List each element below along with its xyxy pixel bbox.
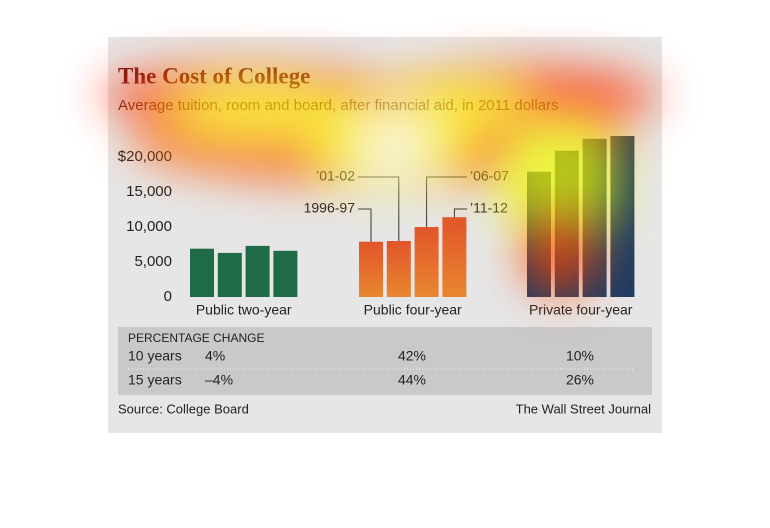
table-cell: 26%	[566, 372, 594, 388]
bar	[554, 150, 579, 297]
bar	[527, 171, 551, 297]
legend-label: 1996-97	[304, 200, 356, 216]
table-cell: 10 years	[128, 348, 182, 364]
table-bg	[118, 327, 652, 395]
bar	[245, 245, 270, 297]
y-tick-label: $20,000	[118, 148, 172, 165]
legend-label: ’11-12	[470, 200, 508, 216]
bar	[414, 227, 439, 297]
x-tick-label: Public two-year	[196, 302, 292, 318]
x-tick-label: Public four-year	[364, 302, 462, 318]
table-cell: 15 years	[128, 372, 182, 388]
y-tick-label: 10,000	[126, 218, 172, 235]
bar	[217, 252, 242, 297]
legend-label: ’06-07	[470, 168, 509, 184]
bar	[190, 248, 214, 297]
bar	[359, 241, 383, 297]
table-cell: 4%	[205, 348, 225, 364]
bar	[610, 136, 635, 297]
leader-line	[358, 208, 372, 242]
leader-line	[453, 208, 467, 218]
table-cell: 44%	[398, 372, 426, 388]
bar	[582, 138, 607, 297]
table-cell: 10%	[566, 348, 594, 364]
chart-subtitle: Average tuition, room and board, after f…	[118, 97, 559, 114]
bar	[442, 217, 467, 297]
bar	[273, 250, 298, 297]
y-tick-label: 0	[164, 288, 172, 305]
table-cell: 42%	[398, 348, 426, 364]
bar	[386, 241, 411, 297]
credit: The Wall Street Journal	[516, 401, 651, 416]
y-tick-label: 5,000	[134, 253, 172, 270]
chart-title: The Cost of College	[118, 63, 310, 88]
y-tick-label: 15,000	[126, 183, 172, 200]
table-cell: –4%	[205, 372, 233, 388]
table-header: PERCENTAGE CHANGE	[128, 331, 264, 345]
source: Source: College Board	[118, 401, 249, 416]
x-tick-label: Private four-year	[529, 302, 633, 318]
legend-label: ’01-02	[316, 168, 355, 184]
